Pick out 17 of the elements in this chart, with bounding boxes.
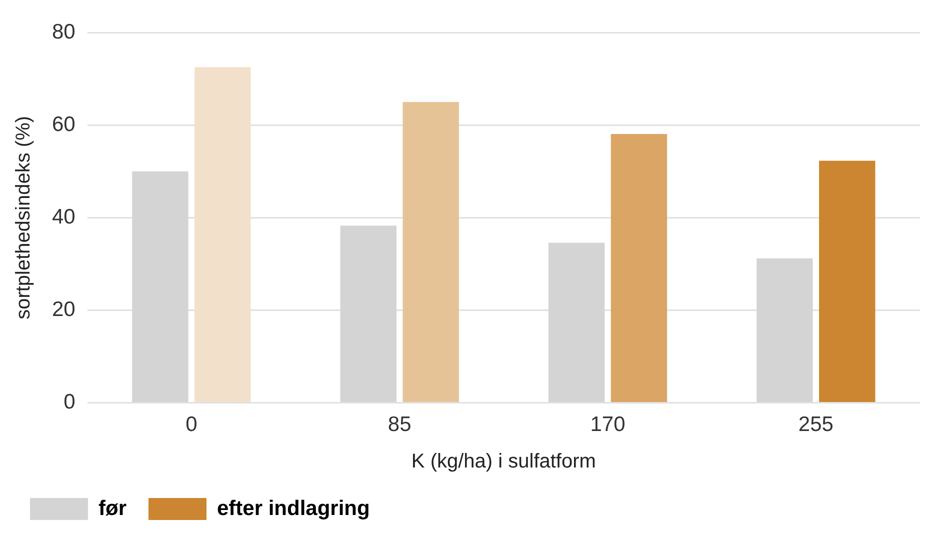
y-axis-title: sortplethedsindeks (%) <box>12 116 35 320</box>
y-tick-label: 0 <box>64 390 76 414</box>
y-tick-label: 40 <box>52 205 76 228</box>
bar <box>402 102 459 402</box>
y-tick-label: 60 <box>52 112 76 136</box>
x-tick-label: 85 <box>388 413 412 436</box>
x-tick-label: 255 <box>798 413 834 436</box>
bar <box>610 134 668 402</box>
legend-label: efter indlagring <box>216 496 370 520</box>
x-axis-title: K (kg/ha) i sulfatform <box>411 450 596 473</box>
legend-label: før <box>98 496 126 520</box>
y-tick-label: 80 <box>52 20 76 44</box>
y-tick-label: 20 <box>52 298 76 322</box>
bar <box>819 160 876 402</box>
bar <box>194 67 251 402</box>
x-tick-label: 170 <box>590 413 626 436</box>
x-tick-label: 0 <box>186 413 198 436</box>
